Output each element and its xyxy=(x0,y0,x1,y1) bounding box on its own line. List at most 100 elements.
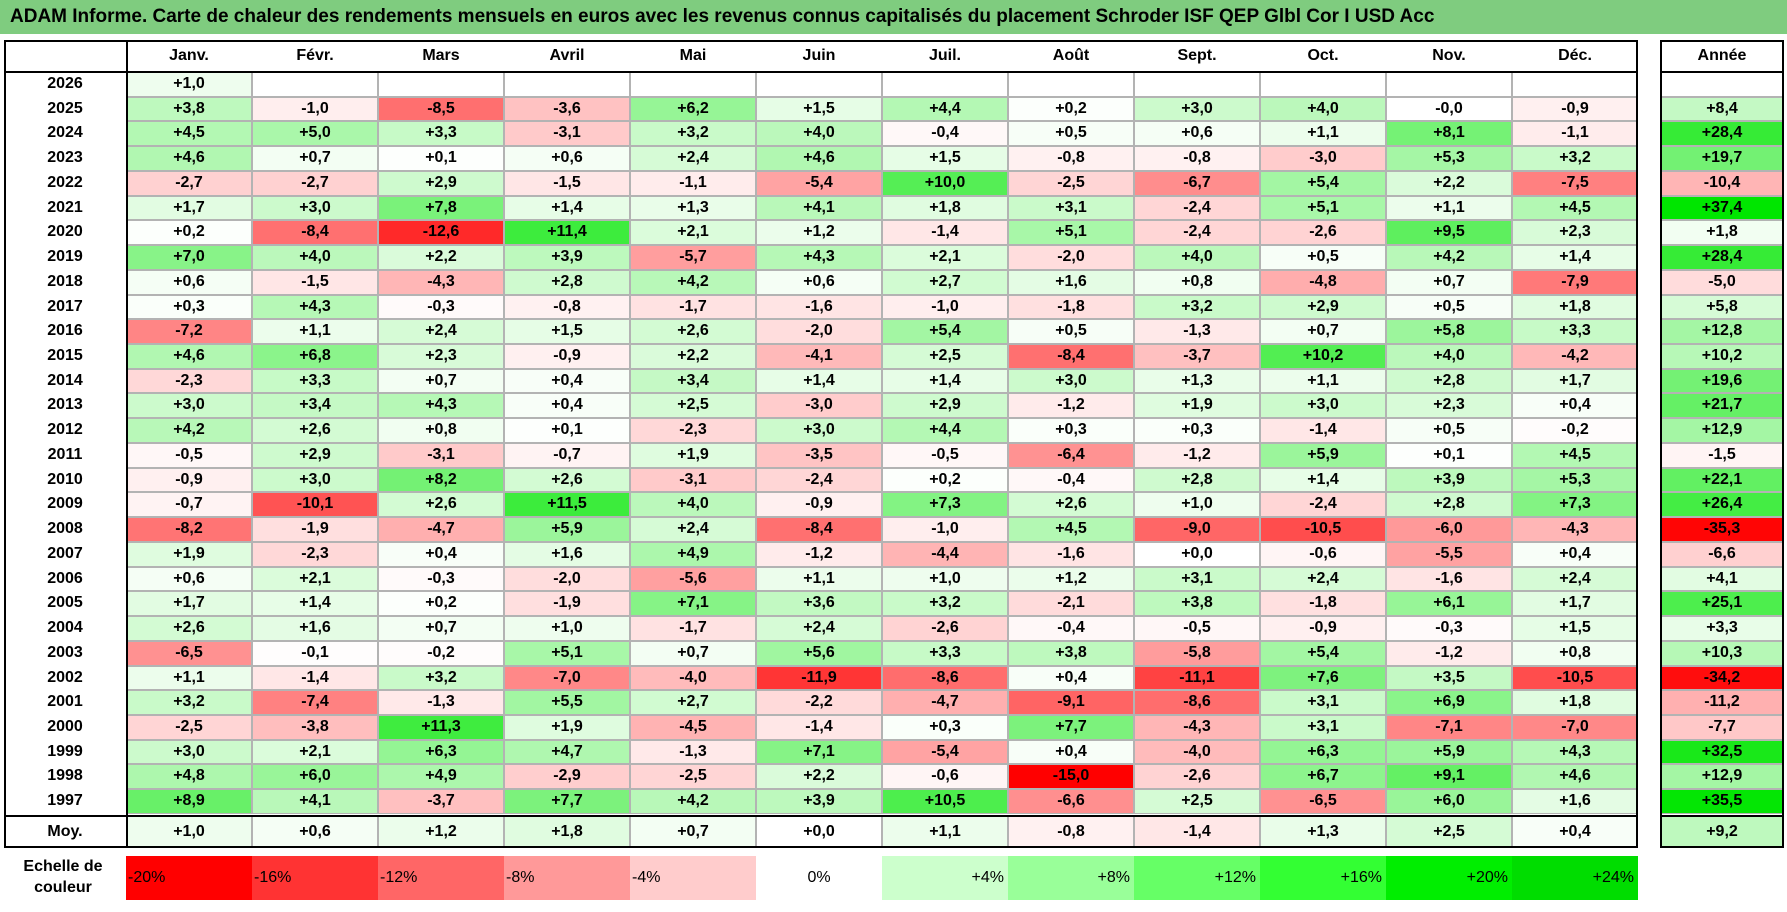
heatmap-cell: +0,5 xyxy=(1008,121,1134,147)
heatmap-cell: +3,2 xyxy=(378,665,504,691)
heatmap-cell: +5,9 xyxy=(504,517,630,542)
heatmap-cell: -1,4 xyxy=(756,714,882,740)
annual-cell: -1,5 xyxy=(1660,442,1784,468)
heatmap-cell: -8,2 xyxy=(126,517,252,542)
heatmap-cell: -12,6 xyxy=(378,220,504,246)
heatmap-cell: +1,4 xyxy=(252,591,378,617)
heatmap-cell: +11,5 xyxy=(504,492,630,518)
heatmap-cell: -1,5 xyxy=(252,269,378,295)
heatmap-cell: -7,0 xyxy=(504,665,630,691)
heatmap-cell: +0,7 xyxy=(378,616,504,641)
heatmap-cell: -6,0 xyxy=(1386,517,1512,542)
heatmap-cell: -0,5 xyxy=(126,442,252,468)
annual-cell: +19,7 xyxy=(1660,146,1784,171)
heatmap-cell: -0,8 xyxy=(504,294,630,320)
column-header: Nov. xyxy=(1432,47,1466,64)
year-label: 2009 xyxy=(47,495,83,513)
heatmap-cell: +2,3 xyxy=(1386,393,1512,419)
heatmap-cell: +2,2 xyxy=(1386,170,1512,196)
heatmap-cell: +3,0 xyxy=(1134,96,1260,122)
heatmap-cell: +3,2 xyxy=(630,121,756,147)
heatmap-cell: -2,0 xyxy=(1008,245,1134,270)
heatmap-cell: -4,7 xyxy=(378,517,504,542)
year-label: 2024 xyxy=(47,124,83,142)
heatmap-cell: -1,7 xyxy=(630,616,756,641)
heatmap-cell: +1,1 xyxy=(1260,121,1386,147)
year-label: 2014 xyxy=(47,371,83,389)
heatmap-cell: -0,9 xyxy=(1260,616,1386,641)
heatmap-cell: -4,3 xyxy=(1134,714,1260,740)
heatmap-cell: +4,7 xyxy=(504,739,630,765)
heatmap-cell: +5,8 xyxy=(1386,319,1512,345)
heatmap-cell: -4,5 xyxy=(630,714,756,740)
heatmap-cell: -2,3 xyxy=(252,541,378,567)
heatmap-cell xyxy=(252,72,378,97)
heatmap-cell: +0,6 xyxy=(756,269,882,295)
heatmap-cell: +7,1 xyxy=(756,739,882,765)
heatmap-cell: +3,8 xyxy=(126,96,252,122)
heatmap-cell: +0,5 xyxy=(1386,294,1512,320)
heatmap-cell: -0,3 xyxy=(378,294,504,320)
heatmap-cell: -1,4 xyxy=(882,220,1008,246)
heatmap-cell: -6,5 xyxy=(126,640,252,666)
average-divider xyxy=(4,814,1638,817)
annual-cell: +25,1 xyxy=(1660,591,1784,617)
heatmap-cell: +3,0 xyxy=(252,467,378,493)
heatmap-cell xyxy=(504,72,630,97)
heatmap-cell: -4,0 xyxy=(630,665,756,691)
heatmap-cell: +0,0 xyxy=(1134,541,1260,567)
annual-header: Année xyxy=(1697,47,1747,64)
heatmap-cell: +2,2 xyxy=(378,245,504,270)
heatmap-cell: -2,6 xyxy=(882,616,1008,641)
heatmap-cell: +1,9 xyxy=(1134,393,1260,419)
heatmap-cell: +0,6 xyxy=(126,269,252,295)
heatmap-cell: +4,3 xyxy=(252,294,378,320)
heatmap-cell: +1,4 xyxy=(504,195,630,221)
heatmap-cell: -5,6 xyxy=(630,566,756,592)
heatmap-cell: +1,5 xyxy=(882,146,1008,171)
heatmap-cell: +0,7 xyxy=(378,368,504,394)
heatmap-cell: +5,1 xyxy=(1008,220,1134,246)
heatmap-cell: -0,8 xyxy=(1134,146,1260,171)
annual-cell: +37,4 xyxy=(1660,195,1784,221)
year-label: 2018 xyxy=(47,272,83,290)
heatmap-cell: -4,2 xyxy=(1512,344,1638,369)
heatmap-cell: -0,1 xyxy=(252,640,378,666)
heatmap-cell xyxy=(1512,72,1638,97)
heatmap-cell: +3,3 xyxy=(252,368,378,394)
heatmap-cell: +6,3 xyxy=(1260,739,1386,765)
heatmap-cell: +2,8 xyxy=(1134,467,1260,493)
heatmap-cell: -7,4 xyxy=(252,690,378,715)
heatmap-cell: +8,2 xyxy=(378,467,504,493)
heatmap-cell: -11,1 xyxy=(1134,665,1260,691)
heatmap-cell: +6,0 xyxy=(252,764,378,790)
heatmap-cell: +2,6 xyxy=(504,467,630,493)
heatmap-cell: +4,4 xyxy=(882,96,1008,122)
heatmap-cell: +1,3 xyxy=(630,195,756,221)
color-scale-stop: +24% xyxy=(1512,856,1638,900)
heatmap-cell: +4,0 xyxy=(252,245,378,270)
heatmap-cell: +1,5 xyxy=(1512,616,1638,641)
heatmap-cell: +6,0 xyxy=(1386,789,1512,814)
heatmap-cell: -8,4 xyxy=(1008,344,1134,369)
average-cell: +2,5 xyxy=(1386,815,1512,848)
heatmap-cell: -1,2 xyxy=(1008,393,1134,419)
column-header: Sept. xyxy=(1177,47,1217,64)
heatmap-cell: -1,0 xyxy=(252,96,378,122)
annual-cell: +28,4 xyxy=(1660,245,1784,270)
column-header: Oct. xyxy=(1307,47,1339,64)
average-label: Moy. xyxy=(47,822,83,840)
heatmap-cell: -3,8 xyxy=(252,714,378,740)
heatmap-cell: +2,5 xyxy=(1134,789,1260,814)
heatmap-cell: -10,5 xyxy=(1512,665,1638,691)
heatmap-cell: -3,1 xyxy=(378,442,504,468)
heatmap-cell xyxy=(756,72,882,97)
heatmap-cell: -1,0 xyxy=(882,294,1008,320)
heatmap-cell: +1,4 xyxy=(882,368,1008,394)
heatmap-cell: +2,8 xyxy=(1386,368,1512,394)
heatmap-cell: -2,6 xyxy=(1260,220,1386,246)
heatmap-cell: +3,4 xyxy=(630,368,756,394)
heatmap-cell: -1,3 xyxy=(378,690,504,715)
heatmap-cell: +2,6 xyxy=(1008,492,1134,518)
heatmap-cell: -1,3 xyxy=(630,739,756,765)
